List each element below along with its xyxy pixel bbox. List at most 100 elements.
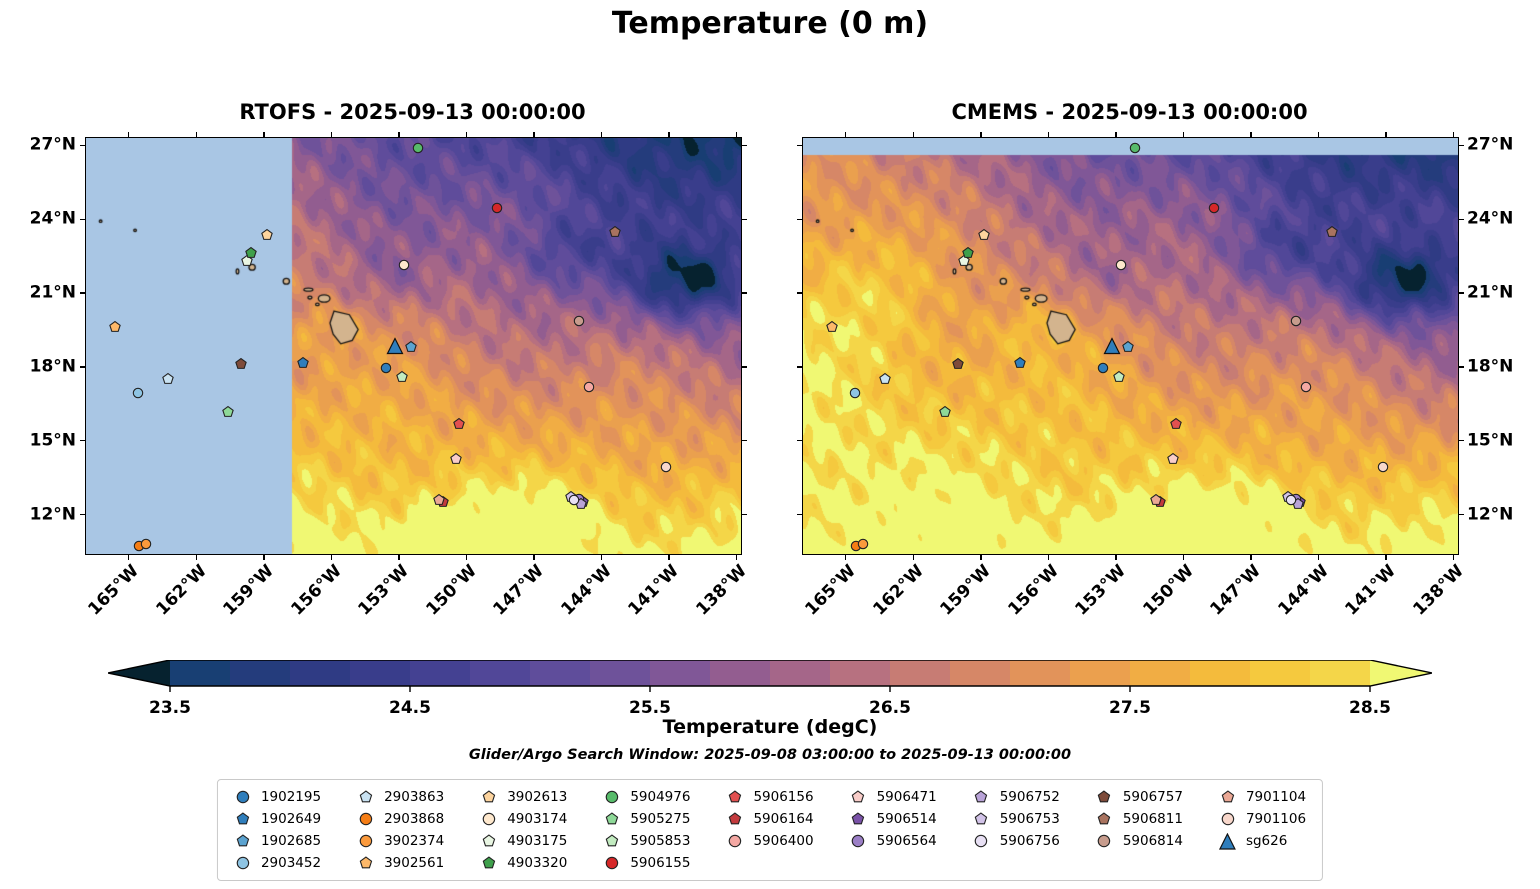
colorbar-label: Temperature (degC)	[662, 716, 878, 738]
legend-entry-label: 4903174	[507, 811, 568, 827]
y-tick-label: 15°N	[1467, 430, 1514, 451]
pentagon-marker-icon	[850, 790, 867, 804]
float-marker-5905853	[396, 370, 409, 383]
legend-entry-label: 5906514	[876, 811, 937, 827]
legend-entry-label: 7901106	[1245, 811, 1307, 827]
legend-entry-sg626: sg626	[1218, 832, 1306, 850]
legend-entry-5906400: 5906400	[726, 833, 814, 849]
x-axis-tick	[330, 554, 333, 560]
x-axis-tick	[1115, 132, 1117, 138]
legend-column: 7901104 7901106 sg626	[1218, 789, 1306, 871]
y-axis-tick	[741, 440, 747, 442]
float-marker-4903320	[962, 247, 975, 260]
legend-column: 2903863 2903868 3902374 3902561	[357, 789, 444, 871]
legend-entry-label: 1902649	[260, 811, 322, 827]
y-tick-label: 27°N	[1467, 134, 1514, 155]
circle-marker-icon	[1096, 834, 1113, 848]
y-axis-tick	[80, 144, 86, 147]
float-marker-5906756	[568, 494, 580, 506]
pentagon-marker-icon	[357, 856, 374, 870]
legend-entry-5906753: 5906753	[973, 811, 1060, 827]
pentagon-marker-icon	[480, 834, 497, 848]
legend-entry-5906164: 5906164	[726, 811, 814, 827]
float-marker-5906155	[491, 202, 503, 214]
colorbar-tick-label: 23.5	[149, 698, 191, 718]
legend-entry-4903320: 4903320	[480, 855, 567, 871]
x-tick-label: 165°W	[84, 561, 143, 620]
float-marker-5906757	[952, 357, 965, 370]
y-tick-label: 24°N	[29, 208, 76, 229]
float-marker-1902649	[297, 357, 310, 370]
x-axis-tick	[533, 554, 535, 560]
legend-entry-7901106: 7901106	[1219, 811, 1306, 827]
float-marker-5905275	[221, 406, 234, 419]
legend-entry-label: 2903863	[384, 789, 445, 805]
pentagon-marker-icon	[1096, 812, 1113, 826]
circle-marker-icon	[234, 790, 251, 804]
x-tick-label: 156°W	[1003, 561, 1063, 620]
legend-entry-1902685: 1902685	[234, 833, 321, 849]
legend-entry-label: 5906811	[1122, 811, 1183, 827]
x-axis-tick	[128, 132, 130, 138]
legend-entry-5906156: 5906156	[726, 789, 814, 805]
x-axis-tick	[1182, 132, 1185, 138]
y-axis-tick	[80, 292, 86, 294]
legend-entry-2903868: 2903868	[357, 811, 444, 827]
x-axis-tick	[465, 554, 468, 560]
y-tick-label: 18°N	[1467, 356, 1514, 377]
y-axis-tick	[797, 144, 803, 147]
y-tick-label: 27°N	[29, 134, 76, 155]
float-marker-1902685	[405, 341, 418, 354]
legend-column: 5906471 5906514 5906564	[850, 789, 937, 871]
map-panel-rtofs: 165°W 162°W 159°W 156°W 153°W 150°W 147°W 144°W…	[30, 132, 751, 620]
legend-entry-3902374: 3902374	[357, 833, 444, 849]
panel-title-cmems: CMEMS - 2025-09-13 00:00:00	[951, 100, 1308, 124]
x-tick-label: 165°W	[801, 561, 860, 620]
glider-marker-sg626	[387, 337, 404, 355]
y-tick-label: 21°N	[1467, 282, 1514, 303]
x-tick-label: 153°W	[354, 561, 414, 620]
x-axis-tick	[263, 132, 265, 138]
legend-entry-7901104: 7901104	[1219, 789, 1306, 805]
legend-column: 5904976 5905275 5905853 5906155	[603, 789, 690, 871]
search-window-subtitle: Glider/Argo Search Window: 2025-09-08 03…	[468, 747, 1072, 763]
legend-entry-5906811: 5906811	[1096, 811, 1183, 827]
x-axis-tick	[1452, 132, 1455, 138]
legend-entry-label: 5906471	[876, 789, 937, 805]
legend-entry-5906756: 5906756	[973, 833, 1060, 849]
pentagon-marker-icon	[1219, 790, 1236, 804]
float-marker-5906156	[452, 417, 465, 431]
legend-entry-label: 5906156	[753, 789, 814, 805]
pentagon-marker-icon	[234, 834, 251, 848]
legend-entry-label: 5905853	[630, 833, 691, 849]
legend-entry-label: sg626	[1245, 833, 1288, 849]
circle-marker-icon	[234, 856, 251, 870]
y-axis-tick	[1458, 440, 1464, 442]
legend-entry-5906757: 5906757	[1096, 789, 1183, 805]
legend-entry-label: 1902195	[260, 789, 322, 805]
x-axis-tick	[845, 554, 847, 560]
legend-entry-label: 1902685	[260, 833, 322, 849]
legend-column: 5906752 5906753 5906756	[973, 789, 1060, 871]
float-marker-5906400	[1300, 381, 1312, 393]
x-tick-label: 159°W	[219, 561, 278, 620]
legend-entry-label: 5906757	[1122, 789, 1183, 805]
x-tick-label: 162°W	[868, 561, 928, 620]
legend-entry-label: 5906400	[753, 833, 814, 849]
circle-marker-icon	[357, 812, 374, 826]
legend-column: 5906156 5906164 5906400	[726, 789, 814, 871]
legend-entry-label: 5906814	[1122, 833, 1183, 849]
circle-marker-icon	[603, 790, 620, 804]
legend: 1902195 1902649 1902685 2903452 2903863 29038…	[216, 779, 1324, 881]
y-axis-tick	[1458, 513, 1464, 516]
x-tick-label: 150°W	[422, 561, 481, 620]
x-axis-tick	[600, 554, 603, 560]
x-axis-tick	[980, 132, 982, 138]
legend-entry-5906155: 5906155	[603, 855, 690, 871]
x-axis-tick	[1317, 132, 1320, 138]
x-tick-label: 147°W	[489, 561, 549, 620]
y-axis-tick	[797, 513, 803, 516]
y-axis-tick	[80, 366, 86, 368]
circle-marker-icon	[1219, 812, 1236, 826]
float-marker-7901106	[660, 461, 672, 473]
